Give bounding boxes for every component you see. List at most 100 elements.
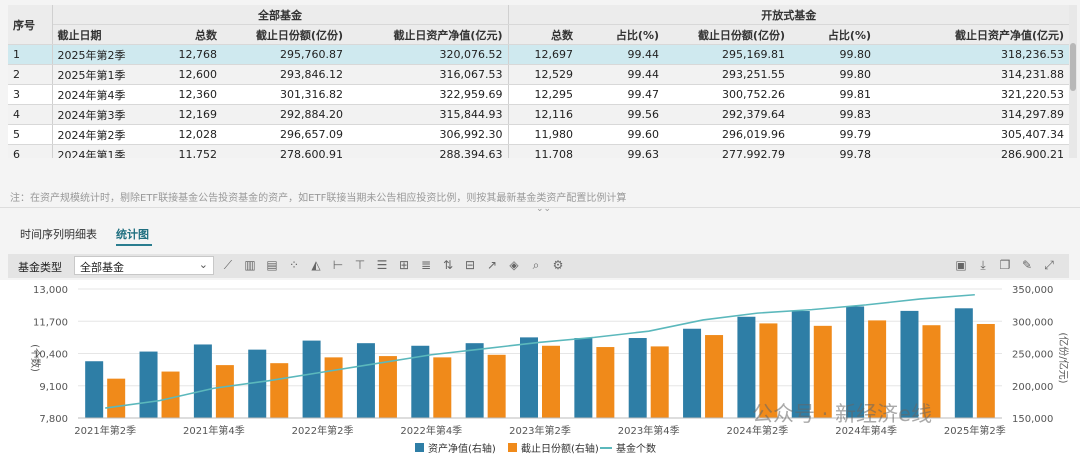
panel-splitter[interactable]: ⌄⌄	[0, 204, 1080, 216]
table-row[interactable]: 1 2025年第2季 12,768 295,760.87 320,076.52 12,69…	[8, 44, 1069, 65]
shares-bar[interactable]	[922, 325, 941, 418]
header-total[interactable]: 总数	[152, 24, 222, 45]
header-open-shares[interactable]: 截止日份额(亿份)	[664, 24, 790, 45]
table-cell: 314,231.88	[876, 64, 1069, 85]
left-tick-label: 13,000	[33, 285, 68, 296]
header-open-nav[interactable]: 截止日资产净值(亿元)	[876, 24, 1069, 45]
active-tab-indicator	[116, 244, 152, 246]
table-cell: 11,980	[507, 124, 578, 145]
table-cell: 99.79	[790, 124, 876, 145]
tab-statistics-chart[interactable]: 统计图	[116, 228, 149, 241]
table-cell: 293,846.12	[222, 64, 348, 85]
right-tick-label: 150,000	[1012, 414, 1053, 425]
nav-bar[interactable]	[846, 306, 865, 418]
nav-bar[interactable]	[411, 345, 430, 418]
nav-bar[interactable]	[356, 343, 375, 418]
top-align-icon[interactable]: ⊤	[354, 258, 366, 272]
nav-bar[interactable]	[791, 311, 810, 418]
table-row[interactable]: 6 2024年第1季 11,752 278,600.91 288,394.63 11,70…	[8, 144, 1069, 158]
nav-bar[interactable]	[302, 340, 321, 418]
area-chart-icon[interactable]: ◭	[311, 258, 321, 272]
bar-chart-icon[interactable]: ▥	[244, 258, 256, 272]
nav-bar[interactable]	[465, 343, 484, 418]
table-cell: 318,236.53	[876, 44, 1069, 65]
table-scrollbar[interactable]	[1069, 5, 1077, 158]
left-tick-label: 7,800	[39, 414, 68, 425]
sort-icon[interactable]: ⇅	[442, 258, 454, 272]
table-cell: 12,295	[507, 84, 578, 105]
column-chart-icon[interactable]: ▤	[266, 258, 278, 272]
right-tick-label: 200,000	[1012, 382, 1053, 393]
shares-bar[interactable]	[487, 354, 506, 418]
header-open-total-pct[interactable]: 占比(%)	[578, 24, 664, 45]
header-open-shares-pct[interactable]: 占比(%)	[790, 24, 876, 45]
copy-icon[interactable]: ❐	[999, 258, 1011, 272]
header-nav[interactable]: 截止日资产净值(亿元)	[348, 24, 508, 45]
shares-bar[interactable]	[433, 357, 452, 418]
nav-bar[interactable]	[520, 337, 538, 418]
shares-bar[interactable]	[542, 345, 560, 418]
legend-label[interactable]: 基金个数	[616, 442, 656, 455]
export-image-icon[interactable]: ▣	[955, 258, 967, 272]
download-icon[interactable]: ⤓	[980, 258, 986, 272]
table-row[interactable]: 4 2024年第3季 12,169 292,884.20 315,844.93 12,11…	[8, 104, 1069, 125]
fund-type-select[interactable]: 全部基金 ⌄	[74, 256, 214, 275]
legend-label[interactable]: 资产净值(右轴)	[428, 442, 496, 455]
tab-time-series-detail[interactable]: 时间序列明细表	[20, 228, 97, 241]
fill-color-icon[interactable]: ◈	[509, 258, 519, 272]
shares-bar[interactable]	[215, 365, 234, 418]
shares-bar[interactable]	[705, 335, 724, 418]
shares-bar[interactable]	[813, 325, 832, 418]
table-cell: 320,076.52	[348, 44, 508, 65]
stack-icon[interactable]: ☰	[376, 258, 388, 272]
fund-count-line[interactable]	[105, 293, 975, 409]
nav-bar[interactable]	[954, 308, 973, 418]
table-cell: 296,657.09	[222, 124, 348, 145]
edit-icon[interactable]: ✎	[1021, 258, 1033, 272]
table-row[interactable]: 5 2024年第2季 12,028 296,657.09 306,992.30 11,98…	[8, 124, 1069, 145]
fullscreen-icon[interactable]: ⤢	[1044, 258, 1054, 272]
nav-bar[interactable]	[574, 338, 593, 418]
nav-bar[interactable]	[85, 361, 104, 418]
collapse-icon[interactable]: ⌄⌄	[536, 204, 552, 214]
axis-icon[interactable]: ⊢	[332, 258, 344, 272]
nav-bar[interactable]	[683, 328, 702, 418]
add-series-icon[interactable]: ⊞	[398, 258, 410, 272]
nav-bar[interactable]	[139, 351, 158, 418]
line-chart-icon[interactable]: ⟋	[223, 258, 233, 272]
settings-icon[interactable]: ⚙	[552, 258, 564, 272]
scatter-chart-icon[interactable]: ⁘	[288, 258, 300, 272]
table-cell: 314,297.89	[876, 104, 1069, 125]
shares-bar[interactable]	[596, 347, 615, 418]
table-cell: 99.60	[578, 124, 664, 145]
list-icon[interactable]: ≣	[420, 258, 432, 272]
trend-icon[interactable]: ↗	[486, 258, 498, 272]
nav-bar[interactable]	[737, 316, 756, 418]
nav-bar[interactable]	[900, 310, 919, 418]
nav-bar[interactable]	[193, 344, 212, 418]
left-tick-label: 11,700	[33, 317, 68, 328]
shares-bar[interactable]	[378, 356, 397, 418]
nav-bar[interactable]	[248, 349, 267, 418]
table-cell: 2024年第2季	[52, 124, 152, 145]
shares-bar[interactable]	[161, 371, 180, 418]
shares-bar[interactable]	[759, 323, 778, 418]
grid-icon[interactable]: ⊟	[464, 258, 476, 272]
header-open-total[interactable]: 总数	[507, 24, 578, 45]
shares-bar[interactable]	[868, 320, 887, 418]
shares-bar[interactable]	[324, 357, 343, 418]
shares-bar[interactable]	[976, 323, 995, 418]
header-date[interactable]: 截止日期	[52, 24, 152, 45]
table-cell: 292,379.64	[664, 104, 790, 125]
table-row[interactable]: 3 2024年第4季 12,360 301,316.82 322,959.69 12,29…	[8, 84, 1069, 105]
shares-bar[interactable]	[107, 378, 126, 418]
shares-bar[interactable]	[650, 346, 669, 418]
table-cell: 12,169	[152, 104, 222, 125]
zoom-icon[interactable]: ⌕	[532, 258, 540, 272]
scrollbar-thumb[interactable]	[1070, 43, 1076, 91]
header-shares[interactable]: 截止日份额(亿份)	[222, 24, 348, 45]
nav-bar[interactable]	[628, 338, 647, 418]
legend-label[interactable]: 截止日份额(右轴)	[521, 442, 599, 455]
shares-bar[interactable]	[270, 363, 289, 418]
table-row[interactable]: 2 2025年第1季 12,600 293,846.12 316,067.53 12,52…	[8, 64, 1069, 85]
